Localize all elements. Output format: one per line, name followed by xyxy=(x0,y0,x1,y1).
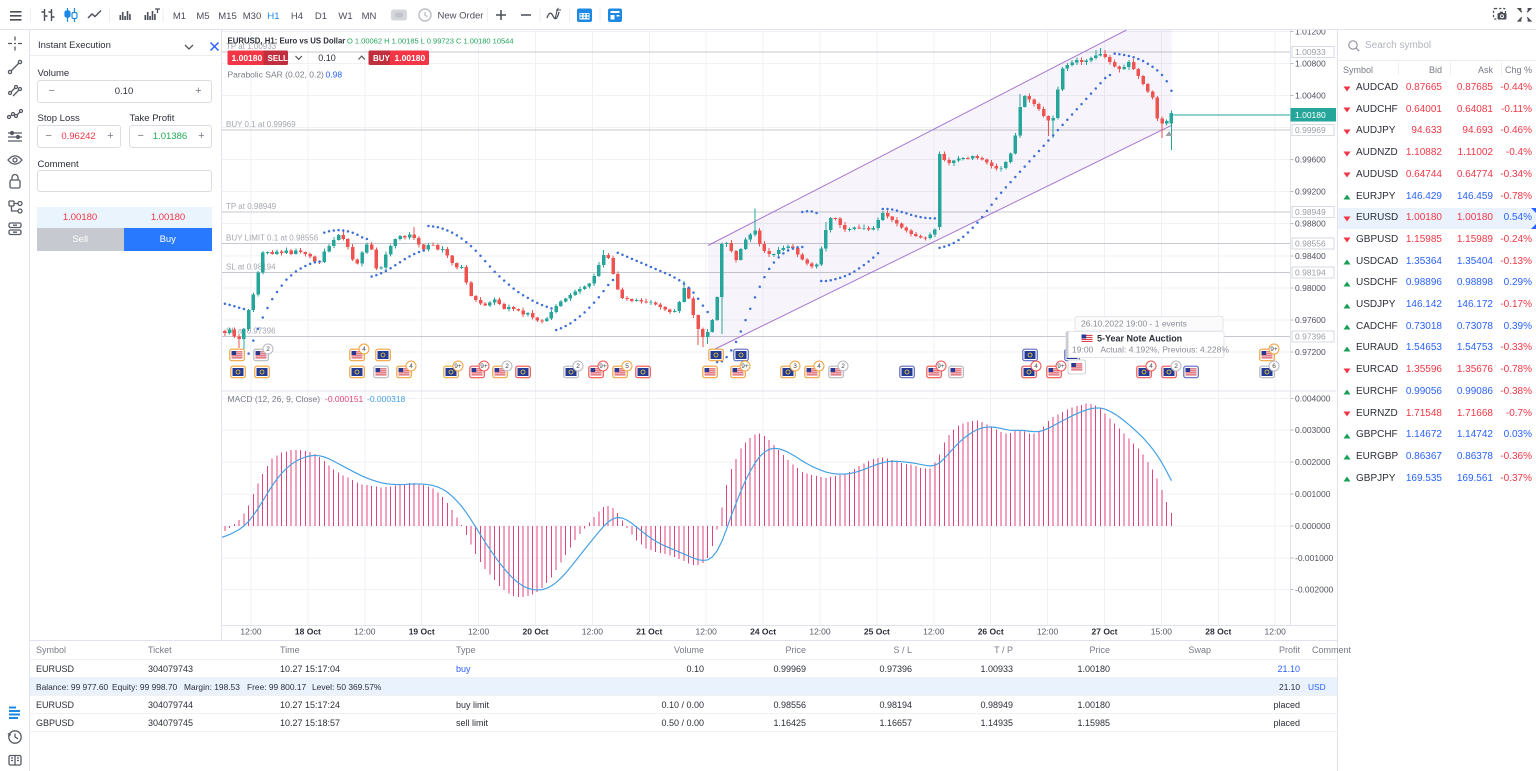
svg-text:3: 3 xyxy=(793,363,797,370)
svg-text:M1: M1 xyxy=(173,11,186,22)
svg-text:SL at 0.97396: SL at 0.97396 xyxy=(226,327,276,336)
svg-text:Parabolic SAR (0.02, 0.2): Parabolic SAR (0.02, 0.2) xyxy=(228,70,325,80)
svg-text:M30: M30 xyxy=(243,11,261,22)
svg-text:9+: 9+ xyxy=(1270,346,1278,353)
svg-text:BUY: BUY xyxy=(373,54,391,63)
svg-text:12:00: 12:00 xyxy=(1037,627,1059,637)
svg-text:0.99200: 0.99200 xyxy=(1295,187,1326,197)
svg-text:0.98: 0.98 xyxy=(326,70,343,80)
svg-text:12:00: 12:00 xyxy=(923,627,945,637)
svg-text:-0.000318: -0.000318 xyxy=(367,394,406,404)
svg-text:0.97396: 0.97396 xyxy=(1295,332,1326,342)
svg-text:2: 2 xyxy=(1174,363,1178,370)
svg-text:27 Oct: 27 Oct xyxy=(1092,627,1118,637)
svg-text:M15: M15 xyxy=(218,11,236,22)
svg-text:2: 2 xyxy=(505,363,509,370)
svg-text:12:00: 12:00 xyxy=(240,627,262,637)
svg-text:M5: M5 xyxy=(196,11,209,22)
svg-text:0.99969: 0.99969 xyxy=(1295,125,1326,135)
svg-text:MN: MN xyxy=(362,11,377,22)
svg-text:-0.001000: -0.001000 xyxy=(1295,553,1334,563)
svg-text:1.00180: 1.00180 xyxy=(1295,110,1326,120)
svg-text:9+: 9+ xyxy=(741,363,749,370)
svg-text:12:00: 12:00 xyxy=(696,627,718,637)
svg-text:1.00400: 1.00400 xyxy=(1295,91,1326,101)
svg-text:0.97600: 0.97600 xyxy=(1295,315,1326,325)
svg-text:19 Oct: 19 Oct xyxy=(409,627,435,637)
svg-text:0.98800: 0.98800 xyxy=(1295,219,1326,229)
svg-text:0.99600: 0.99600 xyxy=(1295,155,1326,165)
svg-text:25 Oct: 25 Oct xyxy=(864,627,890,637)
svg-text:BUY LIMIT 0.1 at 0.98556: BUY LIMIT 0.1 at 0.98556 xyxy=(226,234,319,243)
svg-text:9+: 9+ xyxy=(480,363,488,370)
svg-text:0.98194: 0.98194 xyxy=(1295,268,1326,278)
svg-text:H1: H1 xyxy=(267,11,279,22)
svg-text:New Order: New Order xyxy=(438,11,484,22)
svg-text:19:00 Actual: 4.192%, Previo: 19:00 Actual: 4.192%, Previous: 4.228% xyxy=(1072,345,1229,355)
svg-text:1.00180: 1.00180 xyxy=(395,53,426,63)
svg-text:0.98949: 0.98949 xyxy=(1295,207,1326,217)
svg-text:12:00: 12:00 xyxy=(582,627,604,637)
svg-text:2: 2 xyxy=(576,363,580,370)
svg-text:18 Oct: 18 Oct xyxy=(295,627,321,637)
svg-text:EURUSD, H1: Euro vs US Dollar: EURUSD, H1: Euro vs US Dollar xyxy=(228,37,346,46)
svg-text:D1: D1 xyxy=(315,11,327,22)
svg-text:4: 4 xyxy=(362,346,366,353)
svg-text:0.98400: 0.98400 xyxy=(1295,251,1326,261)
svg-text:1.00180: 1.00180 xyxy=(232,53,263,63)
svg-text:0.98000: 0.98000 xyxy=(1295,283,1326,293)
svg-text:12:00: 12:00 xyxy=(809,627,831,637)
svg-text:0.97200: 0.97200 xyxy=(1295,347,1326,357)
svg-text:28 Oct: 28 Oct xyxy=(1205,627,1231,637)
svg-text:21 Oct: 21 Oct xyxy=(636,627,662,637)
svg-text:SL at 0.98194: SL at 0.98194 xyxy=(226,263,276,272)
svg-text:0.000000: 0.000000 xyxy=(1295,521,1331,531)
svg-text:0.003000: 0.003000 xyxy=(1295,425,1331,435)
svg-text:24 Oct: 24 Oct xyxy=(750,627,776,637)
svg-text:1.00933: 1.00933 xyxy=(1295,47,1326,57)
svg-text:W1: W1 xyxy=(338,11,352,22)
svg-text:O 1.00062 H 1.00185 L 0.99723: O 1.00062 H 1.00185 L 0.99723 C 1.00180 … xyxy=(347,37,514,46)
svg-text:12:00: 12:00 xyxy=(1265,627,1287,637)
svg-text:6: 6 xyxy=(1272,363,1276,370)
svg-text:20 Oct: 20 Oct xyxy=(523,627,549,637)
svg-text:5: 5 xyxy=(625,363,629,370)
svg-text:0.001000: 0.001000 xyxy=(1295,489,1331,499)
svg-text:9+: 9+ xyxy=(454,363,462,370)
svg-text:4: 4 xyxy=(409,363,413,370)
svg-text:-0.000151: -0.000151 xyxy=(325,394,364,404)
svg-text:2: 2 xyxy=(266,346,270,353)
svg-text:5-Year Note Auction: 5-Year Note Auction xyxy=(1097,334,1182,344)
svg-text:4: 4 xyxy=(1034,363,1038,370)
svg-text:BUY 0.1 at 0.99969: BUY 0.1 at 0.99969 xyxy=(226,120,296,129)
svg-text:4: 4 xyxy=(817,363,821,370)
svg-text:1.00800: 1.00800 xyxy=(1295,59,1326,69)
svg-text:TP at 0.98949: TP at 0.98949 xyxy=(226,202,277,211)
svg-text:26 Oct: 26 Oct xyxy=(978,627,1004,637)
svg-text:9+: 9+ xyxy=(937,363,945,370)
svg-text:SELL: SELL xyxy=(268,54,289,63)
svg-text:9+: 9+ xyxy=(599,363,607,370)
svg-text:0.004000: 0.004000 xyxy=(1295,393,1331,403)
svg-text:MACD (12, 26, 9, Close): MACD (12, 26, 9, Close) xyxy=(228,394,321,404)
svg-text:H4: H4 xyxy=(291,11,303,22)
svg-text:9+: 9+ xyxy=(1057,363,1065,370)
svg-text:TP at 1.00933: TP at 1.00933 xyxy=(226,42,277,51)
svg-text:1.01200: 1.01200 xyxy=(1295,30,1326,36)
svg-text:-0.002000: -0.002000 xyxy=(1295,585,1334,595)
svg-text:0.002000: 0.002000 xyxy=(1295,457,1331,467)
svg-text:4: 4 xyxy=(1149,363,1153,370)
svg-text:12:00: 12:00 xyxy=(468,627,490,637)
svg-text:15:00: 15:00 xyxy=(1151,627,1173,637)
svg-text:26.10.2022 19:00 - 1 events: 26.10.2022 19:00 - 1 events xyxy=(1081,319,1187,329)
svg-text:0.10: 0.10 xyxy=(318,53,336,63)
svg-text:0.98556: 0.98556 xyxy=(1295,239,1326,249)
svg-text:2: 2 xyxy=(841,363,845,370)
svg-text:12:00: 12:00 xyxy=(354,627,376,637)
